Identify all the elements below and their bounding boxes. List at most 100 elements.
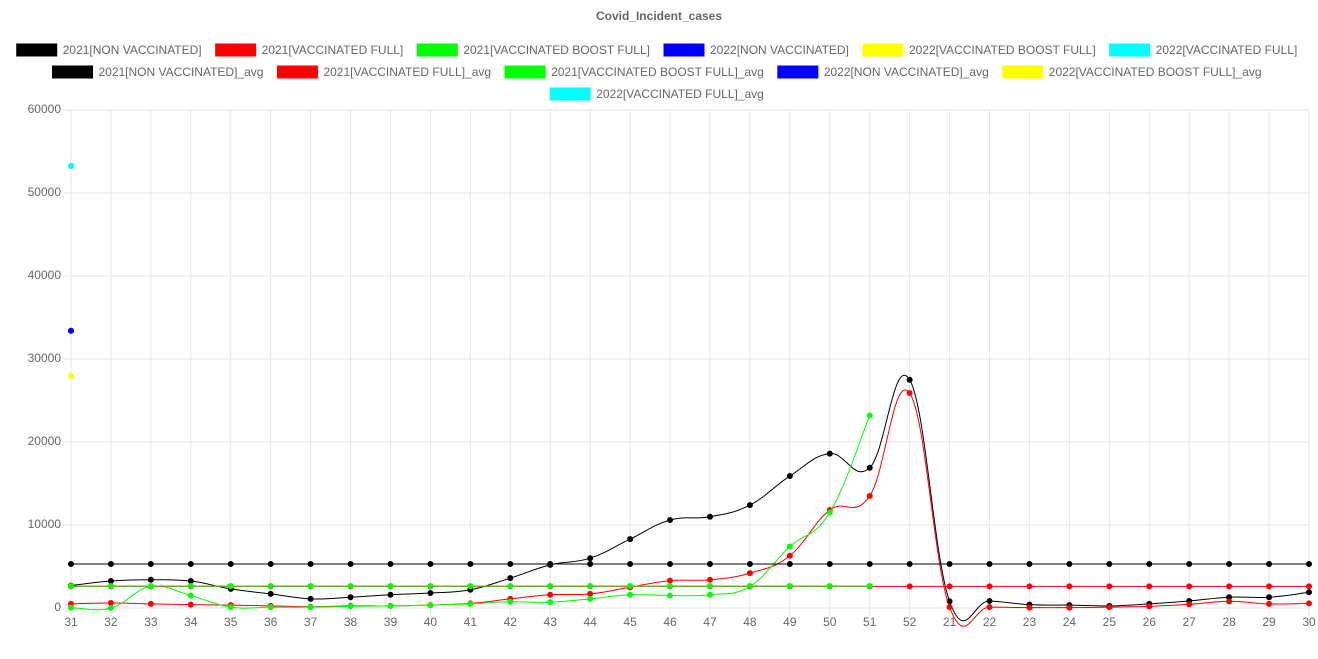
y-tick-label: 60000	[28, 102, 62, 116]
data-point	[467, 600, 474, 607]
data-point	[706, 591, 713, 598]
data-point	[1146, 561, 1153, 568]
data-point	[786, 543, 793, 550]
legend-swatch	[862, 43, 904, 57]
data-point	[467, 561, 474, 568]
data-point	[68, 604, 74, 611]
data-point	[986, 583, 993, 590]
data-point	[1146, 583, 1153, 590]
data-point	[387, 602, 394, 609]
legend-swatch	[276, 65, 318, 79]
legend-swatch	[549, 87, 591, 101]
series-line	[70, 389, 1310, 627]
data-point	[347, 583, 354, 590]
x-tick-label: 21	[943, 615, 957, 629]
data-point	[906, 376, 913, 383]
data-point	[627, 591, 634, 598]
x-tick-label: 37	[304, 615, 318, 629]
data-point	[68, 327, 74, 334]
data-point	[786, 561, 793, 568]
data-point	[866, 561, 873, 568]
chart-title: Covid_Incident_cases	[596, 9, 722, 23]
data-point	[467, 583, 474, 590]
data-point	[1146, 603, 1153, 610]
data-point	[547, 599, 554, 606]
legend-swatch	[1109, 43, 1151, 57]
data-point	[906, 561, 913, 568]
x-tick-label: 44	[583, 615, 597, 629]
data-point	[107, 605, 114, 611]
data-point	[187, 578, 194, 585]
data-point	[1106, 561, 1113, 568]
data-point	[307, 604, 314, 611]
data-point	[866, 412, 873, 419]
data-point	[1306, 600, 1312, 607]
x-tick-label: 43	[544, 615, 558, 629]
legend-item: 2021[NON VACCINATED]_avg	[51, 65, 263, 79]
data-point	[1226, 561, 1233, 568]
x-tick-label: 35	[224, 615, 238, 629]
data-point	[187, 592, 194, 599]
data-point	[307, 561, 314, 568]
data-point	[986, 597, 993, 604]
legend-swatch	[504, 65, 546, 79]
data-point	[427, 602, 434, 609]
x-tick-label: 49	[783, 615, 797, 629]
data-point	[547, 591, 554, 598]
data-point	[1266, 594, 1273, 601]
data-point	[746, 502, 753, 509]
data-point	[347, 594, 354, 601]
y-tick-label: 20000	[28, 434, 62, 448]
data-point	[826, 450, 833, 457]
legend-label: 2022[VACCINATED BOOST FULL]_avg	[1049, 65, 1262, 79]
data-point	[1186, 583, 1193, 590]
y-tick-label: 40000	[28, 268, 62, 282]
data-point	[187, 583, 194, 590]
x-tick-label: 48	[743, 615, 757, 629]
data-point	[587, 595, 594, 602]
y-tick-label: 50000	[28, 185, 62, 199]
data-point	[547, 561, 554, 568]
data-point	[946, 561, 953, 568]
legend-label: 2022[NON VACCINATED]	[710, 43, 849, 57]
data-point	[427, 561, 434, 568]
data-point	[267, 604, 274, 611]
data-point	[667, 517, 674, 524]
x-tick-label: 42	[504, 615, 518, 629]
legend-label: 2022[VACCINATED FULL]	[1156, 43, 1298, 57]
data-point	[507, 575, 514, 582]
data-point	[627, 583, 634, 590]
legend-item: 2022[VACCINATED FULL]_avg	[549, 87, 764, 101]
data-point	[387, 591, 394, 598]
data-point	[746, 570, 753, 577]
x-tick-label: 34	[184, 615, 198, 629]
series-line	[70, 375, 1310, 622]
data-point	[68, 583, 74, 590]
data-point	[1066, 604, 1073, 611]
x-tick-label: 39	[384, 615, 398, 629]
data-point	[227, 561, 234, 568]
data-point	[1026, 583, 1033, 590]
data-point	[427, 583, 434, 590]
data-point	[746, 583, 753, 590]
data-point	[1186, 561, 1193, 568]
y-tick-label: 30000	[28, 351, 62, 365]
data-point	[347, 603, 354, 610]
data-point	[507, 583, 514, 590]
x-tick-label: 46	[663, 615, 677, 629]
x-tick-label: 25	[1103, 615, 1117, 629]
legend-label: 2021[VACCINATED FULL]	[262, 43, 404, 57]
legend-swatch	[51, 65, 93, 79]
legend-item: 2022[NON VACCINATED]_avg	[777, 65, 989, 79]
data-point	[1026, 561, 1033, 568]
data-point	[946, 583, 953, 590]
x-tick-label: 31	[64, 615, 78, 629]
legend-label: 2022[VACCINATED FULL]_avg	[596, 87, 764, 101]
legend-item: 2022[VACCINATED BOOST FULL]_avg	[1002, 65, 1262, 79]
legend-item: 2021[NON VACCINATED]	[16, 43, 202, 57]
data-point	[786, 473, 793, 480]
data-point	[147, 576, 154, 583]
data-point	[347, 561, 354, 568]
legend-item: 2022[NON VACCINATED]	[663, 43, 849, 57]
